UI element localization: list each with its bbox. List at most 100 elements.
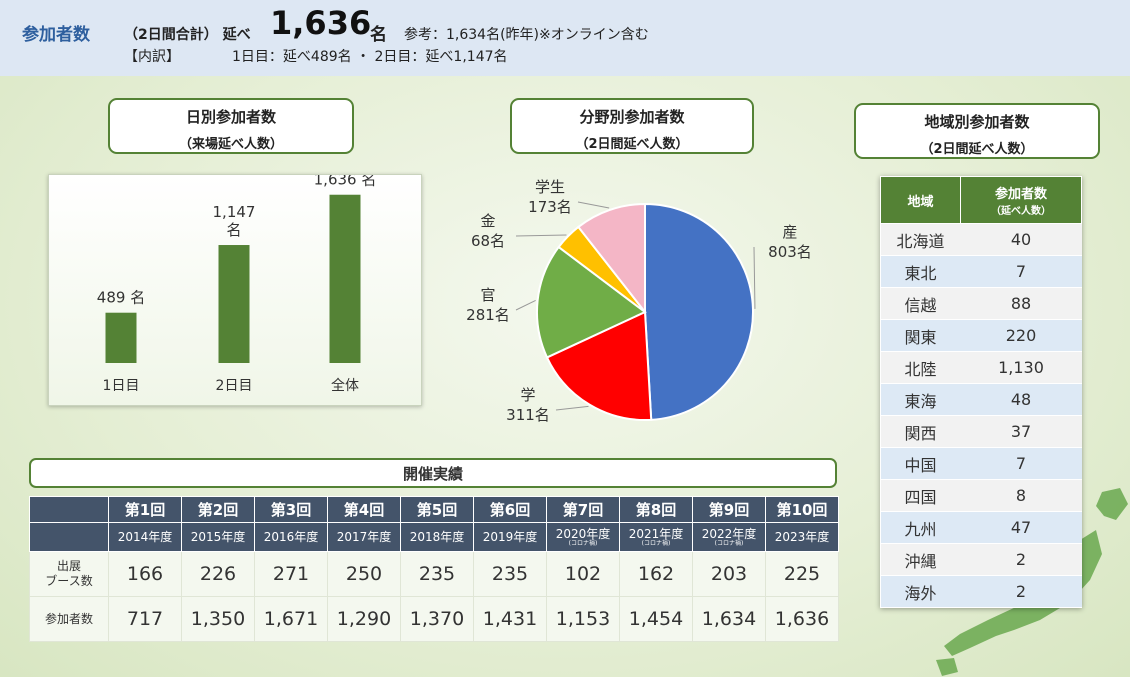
history-year-8: 2021年度 (コロナ禍): [619, 522, 693, 552]
summary-bar: 参加者数 （2日間合計） 延べ 1,636 名 参考：1,634名(昨年)※オン…: [0, 0, 1130, 76]
history-round-8: 第8回: [619, 496, 693, 523]
region-name-cell: 沖縄: [880, 543, 961, 576]
region-table-panel: 地域 参加者数 （延べ人数） 北海道 40 東北 7 信越 88 関東 220 北陸 1,130 東…: [880, 176, 1082, 608]
pie-leader-5: [577, 201, 610, 209]
booth-label-line2: ブース数: [45, 574, 93, 588]
region-count-cell: 7: [960, 255, 1082, 288]
region-header: 地域: [880, 176, 961, 224]
history-round-1: 第1回: [108, 496, 182, 523]
history-year-3: 2016年度: [254, 522, 328, 552]
participant-count-3: 1,671: [254, 596, 328, 642]
region-row: 海外 2: [880, 575, 1082, 608]
history-year-text-5: 2018年度: [409, 529, 465, 544]
region-row: 中国 7: [880, 447, 1082, 480]
daily-bar-label-3-1: 1,636 名: [314, 175, 377, 189]
history-year-10: 2023年度: [765, 522, 839, 552]
region-count-cell: 40: [960, 223, 1082, 256]
history-corner: [29, 496, 109, 523]
pie-label-5: 学生: [535, 178, 565, 196]
booth-count-9: 203: [692, 551, 766, 597]
daily-bar-label-2-2: 名: [226, 221, 241, 239]
field-title: 分野別参加者数: [579, 108, 685, 126]
history-round-9: 第9回: [692, 496, 766, 523]
participant-count-4: 1,290: [327, 596, 401, 642]
history-round-10: 第10回: [765, 496, 839, 523]
region-name-cell: 関西: [880, 415, 961, 448]
participants-row-label: 参加者数: [29, 596, 109, 642]
history-table: 第1回 第2回 第3回 第4回 第5回 第6回 第7回 第8回 第9回 第10回 2014年度 20…: [29, 496, 839, 642]
history-round-4: 第4回: [327, 496, 401, 523]
booth-count-5: 235: [400, 551, 474, 597]
booth-count-7: 102: [546, 551, 620, 597]
booth-count-1: 166: [108, 551, 182, 597]
history-year-text-4: 2017年度: [336, 529, 392, 544]
daily-title-box: 日別参加者数 （来場延べ人数）: [108, 98, 354, 154]
participants-label: 参加者数: [22, 25, 90, 45]
region-subtitle: （2日間延べ人数）: [920, 142, 1034, 157]
region-table: 地域 参加者数 （延べ人数） 北海道 40 東北 7 信越 88 関東 220 北陸 1,130 東…: [880, 176, 1082, 608]
participant-count-6: 1,431: [473, 596, 547, 642]
daily-bar-label-2-1: 1,147: [213, 203, 256, 221]
pie-value-4: 68名: [471, 232, 505, 250]
daily-category-2: 2日目: [216, 378, 253, 394]
region-count-cell: 2: [960, 543, 1082, 576]
region-name-cell: 関東: [880, 319, 961, 352]
participant-count-1: 717: [108, 596, 182, 642]
count-header-main: 参加者数: [994, 186, 1047, 202]
region-row: 信越 88: [880, 287, 1082, 320]
pie-label-4: 金: [480, 212, 495, 230]
booth-count-4: 250: [327, 551, 401, 597]
pie-leader-3: [515, 299, 536, 311]
pie-slice-5: [577, 202, 646, 315]
booth-count-6: 235: [473, 551, 547, 597]
participant-count-9: 1,634: [692, 596, 766, 642]
history-title: 開催実績: [29, 458, 837, 488]
daily-bar-3: [329, 194, 361, 363]
breakdown-label: 【内訳】: [124, 49, 180, 65]
pie-slice-3: [536, 245, 647, 359]
history-round-5: 第5回: [400, 496, 474, 523]
reference-note: 参考：1,634名(昨年)※オンライン含む: [404, 27, 649, 43]
history-year-text-7: 2020年度: [555, 526, 611, 541]
region-title: 地域別参加者数: [924, 113, 1030, 131]
daily-title: 日別参加者数: [185, 108, 276, 126]
region-count-cell: 48: [960, 383, 1082, 416]
history-year-text-8: 2021年度: [628, 526, 684, 541]
daily-category-1: 1日目: [103, 378, 140, 394]
pie-value-5: 173名: [528, 198, 572, 216]
region-row: 東海 48: [880, 383, 1082, 416]
history-year-4: 2017年度: [327, 522, 401, 552]
region-name-cell: 九州: [880, 511, 961, 544]
daily-chart-panel: 489 名 1日目 1,147 名 2日目 1,636 名全体: [48, 171, 422, 406]
total-unit: 名: [370, 25, 387, 45]
history-round-2: 第2回: [181, 496, 255, 523]
region-row: 関東 220: [880, 319, 1082, 352]
history-year-note-9: (コロナ禍): [714, 539, 744, 547]
count-header-sub: （延べ人数）: [991, 205, 1051, 217]
pie-slice-2: [545, 310, 653, 421]
history-year-text-10: 2023年度: [774, 529, 830, 544]
total-prefix: （2日間合計） 延べ: [124, 27, 251, 43]
history-year-note-7: (コロナ禍): [568, 539, 598, 547]
history-year-text-9: 2022年度: [701, 526, 757, 541]
region-count-cell: 1,130: [960, 351, 1082, 384]
daily-category-3: 全体: [331, 377, 359, 394]
history-year-text-2: 2015年度: [190, 529, 246, 544]
history-round-6: 第6回: [473, 496, 547, 523]
history-year-note-8: (コロナ禍): [641, 539, 671, 547]
region-row: 北海道 40: [880, 223, 1082, 256]
breakdown-text: 1日目：延べ489名 ・ 2日目：延べ1,147名: [232, 49, 508, 65]
region-name-cell: 東海: [880, 383, 961, 416]
region-count-cell: 220: [960, 319, 1082, 352]
booth-count-8: 162: [619, 551, 693, 597]
pie-label-3: 官: [480, 286, 495, 304]
history-year-6: 2019年度: [473, 522, 547, 552]
participant-count-2: 1,350: [181, 596, 255, 642]
count-header: 参加者数 （延べ人数）: [960, 176, 1082, 224]
pie-label-1: 産: [782, 223, 797, 241]
participant-count-5: 1,370: [400, 596, 474, 642]
booth-row-label: 出展 ブース数: [29, 551, 109, 597]
participant-count-7: 1,153: [546, 596, 620, 642]
history-round-7: 第7回: [546, 496, 620, 523]
region-name-cell: 海外: [880, 575, 961, 608]
